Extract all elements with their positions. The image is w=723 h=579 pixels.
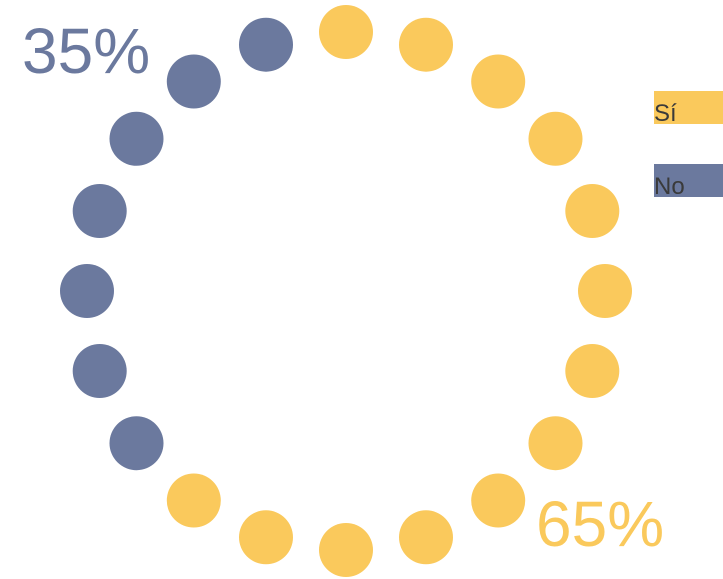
dot-si-4 xyxy=(565,184,620,238)
legend-label-si: Sí xyxy=(654,100,677,127)
legend-item-no: No xyxy=(654,164,723,200)
dot-si-0 xyxy=(319,5,373,59)
dot-si-8 xyxy=(471,473,526,528)
dot-no-13 xyxy=(109,416,164,471)
dot-si-11 xyxy=(239,510,293,565)
dot-si-2 xyxy=(471,54,526,109)
dot-si-7 xyxy=(528,416,583,471)
legend-label-no: No xyxy=(654,173,685,200)
percent-label-no: 35% xyxy=(22,15,151,87)
dot-si-6 xyxy=(565,344,620,398)
dot-no-18 xyxy=(166,54,221,109)
dot-no-14 xyxy=(72,344,127,398)
dot-si-9 xyxy=(399,510,453,565)
dot-si-3 xyxy=(528,111,583,166)
dot-no-16 xyxy=(72,184,127,238)
legend-item-si: Sí xyxy=(654,91,723,127)
dot-si-5 xyxy=(578,264,632,318)
percent-label-si: 65% xyxy=(536,488,665,560)
dot-no-17 xyxy=(109,111,164,166)
dot-si-10 xyxy=(319,523,373,577)
dot-no-15 xyxy=(60,264,114,318)
dot-no-19 xyxy=(239,17,293,72)
dot-si-1 xyxy=(399,17,453,72)
dot-si-12 xyxy=(166,473,221,528)
